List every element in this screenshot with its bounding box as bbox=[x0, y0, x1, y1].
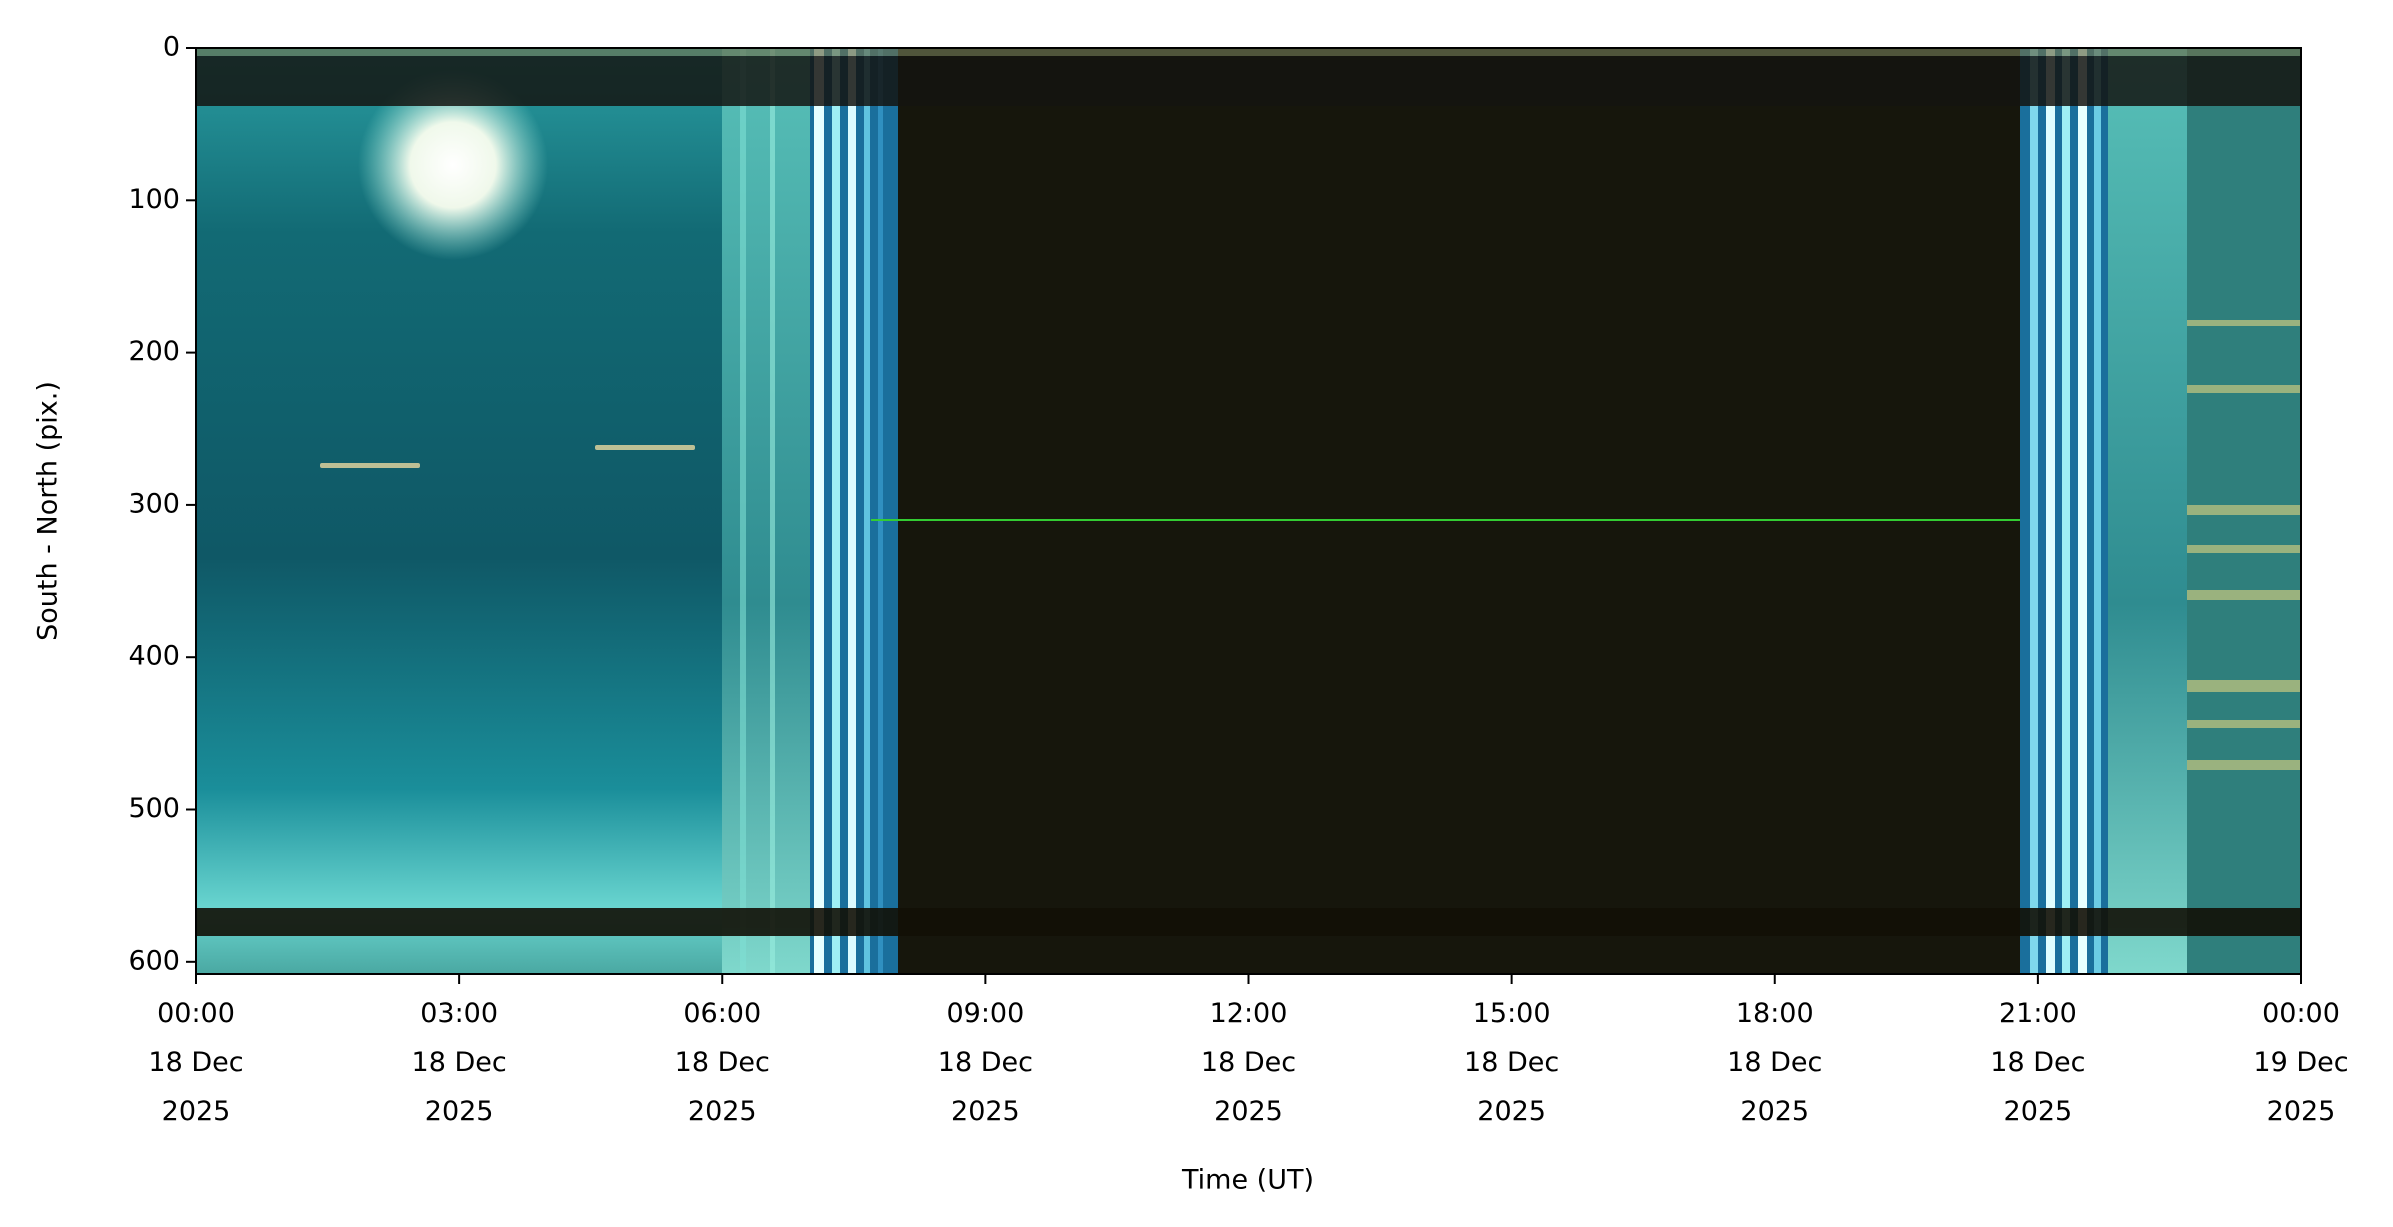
y-tick-label: 0 bbox=[163, 32, 180, 63]
keogram-image bbox=[196, 48, 2301, 974]
y-tick-label: 600 bbox=[128, 945, 180, 976]
x-tick-label: 15:00 18 Dec 2025 bbox=[1464, 998, 1559, 1127]
y-axis-label: South - North (pix.) bbox=[33, 381, 64, 641]
y-tick-label: 100 bbox=[128, 184, 180, 215]
y-tick-label: 300 bbox=[128, 488, 180, 519]
x-tick-label: 09:00 18 Dec 2025 bbox=[938, 998, 1033, 1127]
x-axis-label: Time (UT) bbox=[1181, 1165, 1314, 1196]
x-tick-label: 00:00 19 Dec 2025 bbox=[2253, 998, 2348, 1127]
y-tick-label: 400 bbox=[128, 641, 180, 672]
x-tick-label: 06:00 18 Dec 2025 bbox=[675, 998, 770, 1127]
x-tick-label: 21:00 18 Dec 2025 bbox=[1990, 998, 2085, 1127]
y-tick-label: 200 bbox=[128, 336, 180, 367]
x-tick-label: 18:00 18 Dec 2025 bbox=[1727, 998, 1822, 1127]
y-tick-label: 500 bbox=[128, 793, 180, 824]
x-tick-label: 00:00 18 Dec 2025 bbox=[148, 998, 243, 1127]
x-tick-label: 12:00 18 Dec 2025 bbox=[1201, 998, 1296, 1127]
x-tick-label: 03:00 18 Dec 2025 bbox=[412, 998, 507, 1127]
